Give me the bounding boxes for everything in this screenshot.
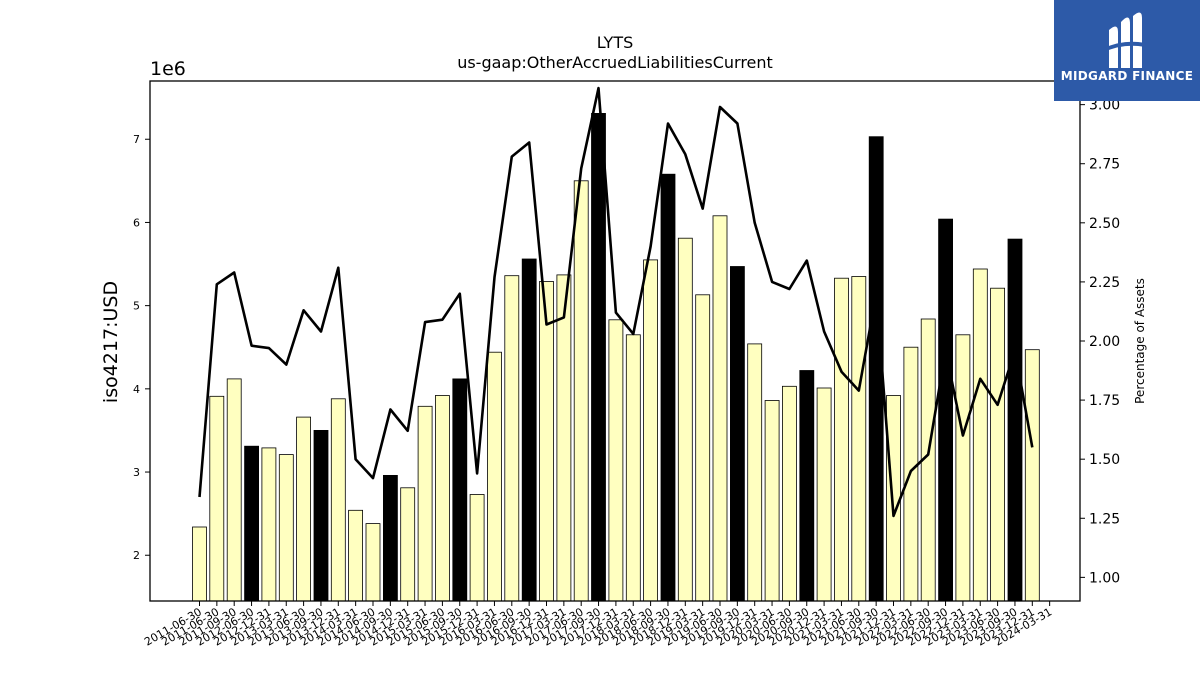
brand-logo: MIDGARD FINANCE: [1054, 0, 1200, 101]
chart-subtitle: us-gaap:OtherAccruedLiabilitiesCurrent: [457, 53, 773, 72]
bar: [469, 494, 485, 602]
bars-layer: [192, 113, 1040, 602]
bar: [504, 275, 520, 602]
bar: [799, 370, 815, 602]
y2-tick-label: 3.00: [1089, 98, 1120, 114]
series-line: [198, 86, 1034, 518]
bar: [816, 387, 832, 602]
bar: [660, 173, 676, 602]
bar: [278, 454, 294, 602]
bar: [747, 343, 763, 602]
y-tick-label: 7: [133, 133, 140, 146]
bar: [209, 395, 225, 602]
y-tick-label: 2: [133, 549, 140, 562]
bar: [730, 266, 745, 602]
bar: [643, 259, 658, 602]
bar: [365, 523, 381, 602]
y2-tick-label: 1.00: [1089, 570, 1120, 586]
bar: [244, 445, 260, 602]
line-layer: [198, 86, 1034, 518]
bar: [608, 319, 624, 602]
bar: [452, 378, 468, 602]
bar: [261, 447, 277, 602]
y2-tick-label: 1.75: [1089, 393, 1120, 409]
bar: [972, 268, 988, 602]
bar: [539, 281, 554, 602]
bar: [591, 113, 606, 602]
y-tick-label: 3: [133, 466, 140, 479]
bar: [955, 334, 971, 602]
axes-layer: 2 3 4 5 6 7 1.00 1.25 1.50 1.75 2.00 2.25 2.50 2.75 3.…: [133, 80, 1120, 649]
bar: [226, 378, 242, 602]
y2-tick-label: 2.25: [1089, 275, 1120, 291]
bar: [313, 429, 329, 602]
bar: [573, 180, 589, 602]
y2-tick-label: 2.75: [1089, 157, 1120, 173]
bar: [348, 509, 364, 602]
bar: [990, 287, 1005, 602]
y-tick-label: 4: [133, 383, 140, 396]
bar: [296, 416, 312, 602]
bar: [886, 395, 901, 602]
bar: [382, 474, 398, 602]
y2-tick-label: 2.50: [1089, 216, 1120, 232]
bar: [851, 276, 867, 602]
bar: [556, 274, 572, 602]
y-tick-label: 5: [133, 300, 140, 313]
logo-text: MIDGARD FINANCE: [1060, 69, 1194, 83]
y-offset-label: 1e6: [150, 58, 186, 80]
bar: [712, 215, 728, 602]
y2-axis-label: Percentage of Assets: [1133, 278, 1147, 404]
bar: [434, 395, 450, 602]
bar: [695, 294, 711, 602]
chart-title: LYTS: [597, 33, 634, 52]
bar: [677, 237, 693, 602]
bar: [400, 487, 416, 602]
bar: [782, 385, 797, 602]
bar: [938, 218, 953, 602]
y-tick-label: 6: [133, 216, 140, 229]
bar: [1024, 349, 1040, 602]
y2-tick-label: 1.50: [1089, 452, 1120, 468]
bar: [330, 398, 346, 602]
y-axis-label: iso4217:USD: [100, 281, 122, 403]
bar: [192, 526, 207, 602]
y2-tick-label: 1.25: [1089, 511, 1120, 527]
midgard-logo-icon: [1104, 12, 1150, 69]
bar: [417, 405, 433, 602]
bar: [487, 351, 502, 602]
y2-tick-label: 2.00: [1089, 334, 1120, 350]
bar: [1007, 238, 1023, 602]
bar: [521, 258, 537, 602]
bar: [834, 277, 849, 602]
bar: [764, 400, 780, 602]
bar: [625, 334, 641, 602]
